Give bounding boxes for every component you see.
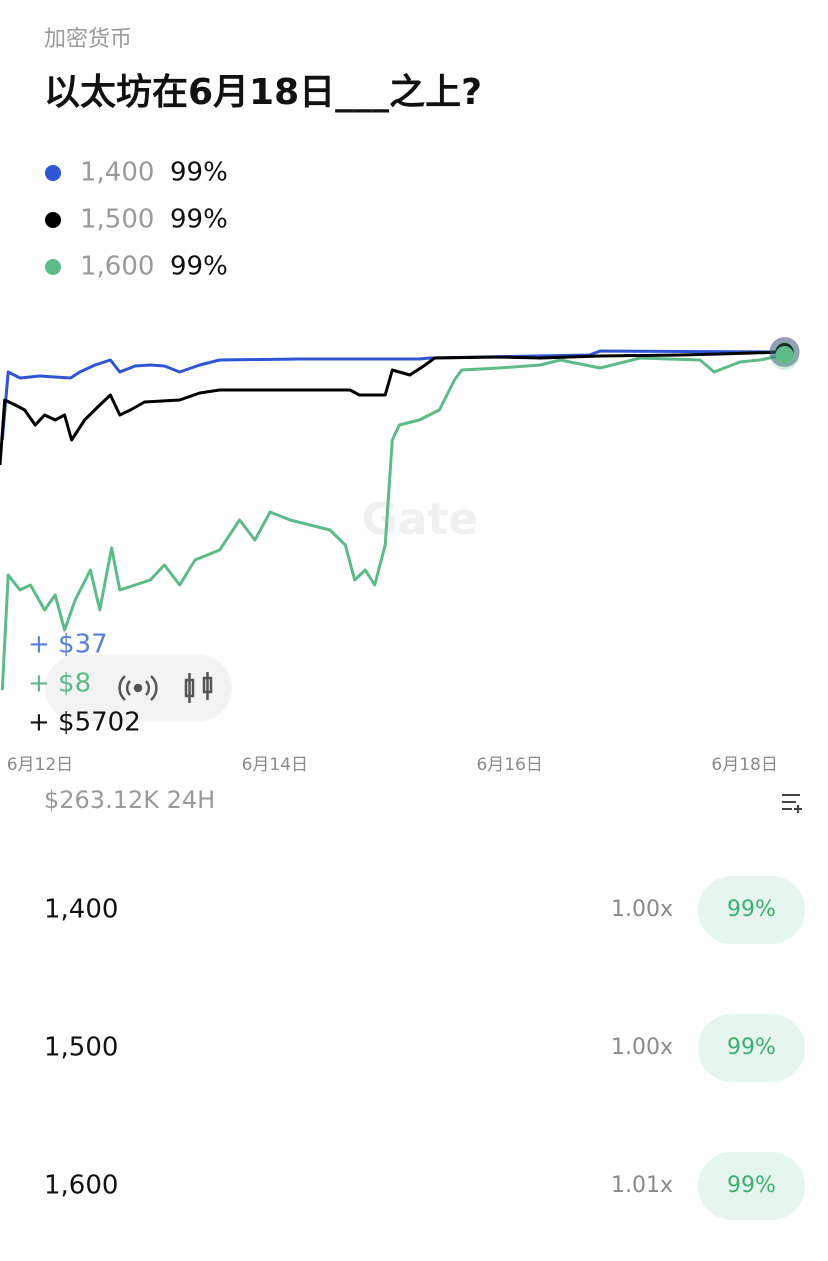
series-line [0, 353, 785, 691]
legend-dot [45, 259, 61, 275]
end-dot [775, 346, 794, 364]
title: 以太坊在6月18日___之上? [44, 72, 482, 113]
category: 加密货币 [44, 27, 132, 52]
outcome-name: 1,400 [44, 895, 118, 925]
legend-name: 1,400 [80, 158, 154, 188]
chance-button[interactable] [698, 1014, 805, 1082]
chance[interactable]: 99% [727, 897, 776, 922]
watermark: Gate [362, 494, 479, 545]
outcome-name: 1,600 [44, 1171, 118, 1201]
gain-label: + $37 [28, 630, 108, 660]
multiplier: 1.01x [611, 1173, 673, 1198]
plot [0, 337, 800, 691]
legend-value: 99% [170, 158, 228, 188]
chance[interactable]: 99% [727, 1035, 776, 1060]
candle-icon[interactable] [184, 672, 213, 703]
outcome-name: 1,500 [44, 1033, 118, 1063]
annotations: + $37 + $8 + $5702 [28, 630, 141, 738]
legend-value: 99% [170, 205, 228, 235]
gain-label: + $8 [28, 669, 91, 699]
gain-label: + $5702 [28, 708, 141, 738]
x-tick-label: 6月18日 [711, 755, 777, 775]
legend-name: 1,600 [80, 252, 154, 282]
legend-dot [45, 165, 61, 181]
volume: $263.12K 24H [44, 786, 215, 814]
chance[interactable]: 99% [727, 1173, 776, 1198]
multiplier: 1.00x [611, 1035, 673, 1060]
series-line [0, 349, 785, 441]
legend-name: 1,500 [80, 205, 154, 235]
chance-button[interactable] [698, 1152, 805, 1220]
chance-button[interactable] [698, 876, 805, 944]
x-tick-label: 6月16日 [476, 755, 542, 775]
legend-value: 99% [170, 252, 228, 282]
multiplier: 1.00x [611, 897, 673, 922]
sort-icon[interactable] [782, 794, 802, 813]
broadcast-icon[interactable] [118, 675, 158, 701]
series-line [0, 350, 785, 466]
x-tick-label: 6月14日 [242, 755, 308, 775]
x-tick-label: 6月12日 [7, 755, 73, 775]
outcome-list: 1,400 1.00x 99% 1,500 1.00x 99% 1,600 1.01x 99% [44, 876, 805, 1220]
legend-dot [45, 212, 61, 228]
